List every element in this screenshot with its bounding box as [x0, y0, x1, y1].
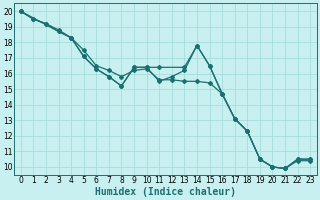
X-axis label: Humidex (Indice chaleur): Humidex (Indice chaleur) [95, 186, 236, 197]
